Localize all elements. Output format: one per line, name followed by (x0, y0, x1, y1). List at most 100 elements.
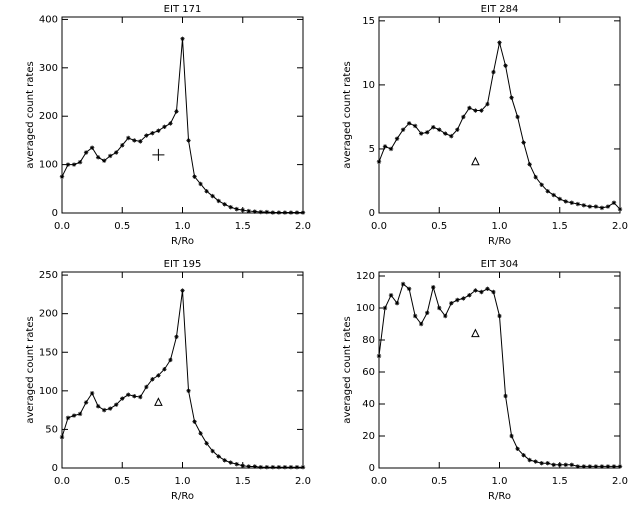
x-tick-label: 0.0 (54, 221, 70, 232)
data-line (61, 290, 303, 468)
point-marker (252, 464, 257, 469)
y-tick-label: 60 (362, 367, 375, 378)
point-marker (162, 367, 167, 372)
point-marker (83, 400, 89, 405)
point-marker (467, 293, 472, 298)
point-marker (270, 210, 276, 215)
plot-frame (378, 271, 621, 469)
point-marker (437, 127, 442, 132)
annotation-marker (471, 328, 480, 338)
point-marker (400, 127, 406, 132)
point-marker (162, 124, 167, 130)
plot-frame (61, 271, 304, 469)
x-tick-label: 0.5 (431, 476, 447, 487)
point-marker (258, 209, 264, 215)
point-marker (186, 138, 191, 143)
point-marker (533, 174, 538, 180)
point-marker (77, 159, 83, 165)
point-marker (276, 465, 282, 470)
point-marker (406, 121, 412, 126)
point-marker (497, 313, 502, 319)
point-marker (192, 174, 197, 179)
point-marker (593, 464, 599, 469)
point-marker (563, 462, 568, 467)
point-marker (240, 207, 245, 213)
point-marker (294, 465, 300, 470)
chart-title: EIT 304 (481, 259, 519, 270)
point-marker (216, 198, 221, 204)
point-marker (382, 144, 388, 149)
point-marker (473, 108, 478, 113)
point-marker (551, 192, 556, 198)
point-marker (71, 413, 77, 418)
point-marker (527, 457, 532, 463)
point-marker (138, 139, 143, 144)
point-marker (108, 406, 113, 411)
point-marker (204, 189, 209, 194)
point-marker (575, 201, 581, 207)
point-marker (300, 210, 306, 215)
point-marker (443, 131, 448, 136)
point-marker (521, 453, 526, 458)
point-marker (533, 459, 538, 464)
point-marker (617, 206, 623, 212)
point-marker (431, 124, 436, 130)
x-tick-label: 1.0 (492, 476, 508, 487)
point-marker (126, 392, 131, 397)
point-marker (65, 162, 71, 167)
point-marker (539, 182, 544, 188)
point-marker (83, 150, 89, 155)
y-tick-label: 20 (362, 431, 375, 442)
point-marker (101, 158, 107, 163)
point-marker (228, 204, 233, 210)
point-marker (222, 202, 227, 207)
point-marker (77, 411, 83, 417)
y-tick-label: 50 (45, 424, 58, 435)
point-marker (156, 128, 161, 133)
y-axis-label: averaged count rates (25, 316, 36, 423)
point-marker (300, 465, 306, 470)
point-marker (581, 464, 587, 469)
point-marker (491, 69, 496, 75)
y-tick-label: 250 (39, 270, 58, 281)
x-tick-label: 1.0 (175, 476, 191, 487)
point-marker (288, 210, 294, 215)
point-marker (132, 394, 137, 399)
point-marker (198, 431, 203, 436)
y-tick-label: 150 (39, 347, 58, 358)
point-marker (264, 465, 270, 470)
x-tick-label: 1.5 (235, 476, 251, 487)
point-marker (156, 373, 161, 378)
y-tick-label: 400 (39, 14, 58, 25)
point-marker (246, 208, 251, 214)
point-marker (59, 174, 65, 179)
point-marker (455, 127, 460, 132)
point-marker (443, 313, 448, 319)
y-axis-label: averaged count rates (342, 316, 353, 423)
point-marker (222, 458, 227, 463)
y-tick-label: 0 (369, 463, 375, 474)
x-axis-label: R/Ro (488, 236, 511, 247)
point-marker (593, 204, 599, 209)
point-marker (174, 109, 179, 114)
point-marker (186, 388, 191, 394)
point-marker (388, 293, 394, 298)
point-marker (431, 285, 436, 290)
point-marker (234, 206, 239, 212)
point-marker (605, 204, 611, 209)
point-marker (521, 140, 526, 145)
point-marker (509, 433, 514, 439)
x-tick-label: 0.0 (371, 221, 387, 232)
x-tick-label: 1.0 (492, 221, 508, 232)
chart-title: EIT 171 (164, 4, 202, 15)
point-marker (455, 297, 460, 303)
data-line (378, 283, 620, 467)
point-marker (65, 415, 71, 421)
y-tick-label: 40 (362, 399, 375, 410)
point-marker (376, 159, 382, 164)
x-tick-label: 0.5 (431, 221, 447, 232)
x-tick-label: 1.5 (552, 221, 568, 232)
point-marker (611, 200, 617, 205)
point-marker (449, 133, 454, 139)
